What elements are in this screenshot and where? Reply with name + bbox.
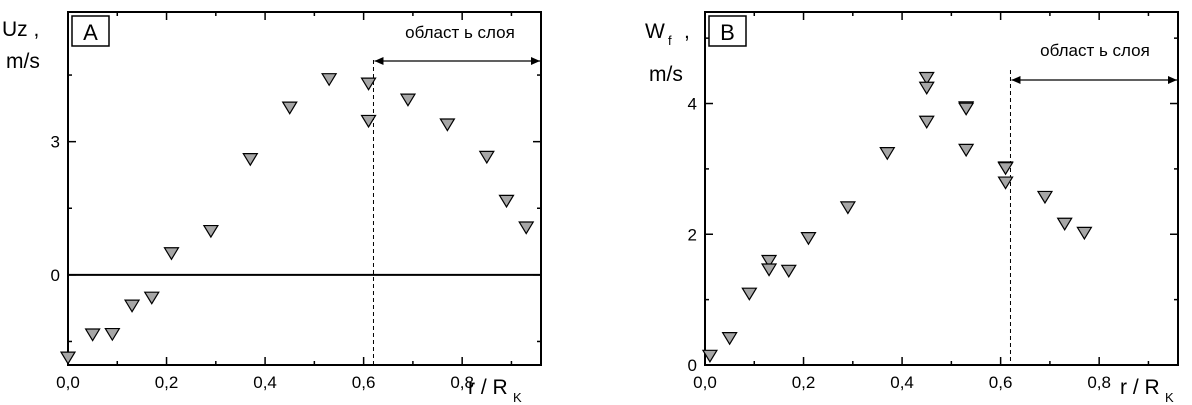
- panel-a-xlabel-sub: K: [513, 390, 522, 405]
- panel-a-data-point: [360, 114, 377, 129]
- panel-b-data-point: [918, 115, 935, 129]
- panel-b-x-tick-label: 0,0: [693, 373, 717, 392]
- panel-b-ylabel-sub: f: [668, 33, 672, 48]
- panel-b-data-point: [1076, 226, 1093, 241]
- panel-a-label: A: [83, 20, 98, 45]
- panel-b-data-point: [780, 264, 797, 279]
- panel-b-data-point: [879, 147, 896, 161]
- panel-a-data-point: [163, 247, 180, 261]
- panel-b-x-tick-label: 0,2: [792, 373, 816, 392]
- panel-b-data-point: [1056, 217, 1073, 231]
- panel-a-x-tick-label: 0,0: [56, 373, 80, 392]
- panel-b-data-point: [958, 102, 975, 116]
- panel-b-data-point: [741, 287, 758, 301]
- panel-b-data-point: [839, 201, 856, 215]
- panel-b-label-box: [708, 15, 747, 47]
- panel-a-y-tick-label: 3: [51, 133, 60, 152]
- panel-a-label-box: [71, 15, 110, 47]
- panel-b-ylabel-comma: ,: [684, 20, 690, 43]
- panel-b-x-tick-label: 0,6: [989, 373, 1013, 392]
- panel-a-layer-arrow-head-left: [374, 57, 384, 65]
- panel-a-data-point: [321, 73, 338, 87]
- panel-a-y-tick-label: 0: [51, 266, 60, 285]
- panel-b-layer-arrow-head-left: [1011, 76, 1021, 84]
- panel-b-frame: [704, 11, 1179, 366]
- panel-b-data-point: [918, 81, 935, 95]
- panel-b-data-point: [997, 162, 1014, 176]
- panel-a-ylabel: Uz ,: [2, 18, 39, 41]
- panel-a-data-point: [242, 153, 259, 167]
- panel-a-layer-arrow-head-right: [531, 57, 540, 65]
- panel-b-data-point: [1036, 190, 1054, 205]
- panel-a-x-tick-label: 0,2: [155, 373, 179, 392]
- panel-b-y-tick-label: 4: [688, 95, 697, 114]
- panel-b-data-point: [721, 332, 738, 346]
- panel-b-data-point: [997, 176, 1014, 190]
- panel-b-xlabel: r / R: [1120, 376, 1160, 399]
- panel-a-xlabel: r / R: [468, 376, 508, 399]
- panel-b-y-tick-label: 2: [688, 225, 697, 244]
- panel-a-data-point: [518, 221, 535, 235]
- panel-b-x-tick-label: 0,4: [890, 373, 914, 392]
- panel-a-data-point: [399, 93, 417, 107]
- panel-b-layer-annotation: област ь слоя: [1040, 41, 1150, 60]
- panel-a-data-point: [104, 327, 121, 342]
- panel-b-label: B: [720, 20, 735, 45]
- panel-a-data-point: [478, 150, 495, 165]
- panel-a-x-tick-label: 0,4: [253, 373, 277, 392]
- panel-b-data-point: [800, 232, 817, 246]
- panel-a-data-point: [360, 77, 377, 91]
- panel-b-y-tick-label: 0: [688, 356, 697, 375]
- panel-a-frame: [67, 11, 542, 366]
- panel-a-data-point: [439, 118, 456, 132]
- panel-a-data-point: [84, 328, 101, 342]
- panel-b-data-point: [958, 143, 975, 158]
- panel-b-layer-arrow-head-right: [1168, 76, 1177, 84]
- panel-b-xlabel-sub: K: [1165, 390, 1174, 405]
- panel-a-ylabel-unit: m/s: [6, 50, 40, 73]
- panel-a-data-point: [202, 224, 219, 239]
- panel-a-data-point: [59, 351, 77, 365]
- panel-a-data-point: [143, 291, 160, 305]
- panel-b-ylabel: W: [645, 20, 665, 43]
- panel-b-ylabel-unit: m/s: [649, 63, 683, 86]
- panel-a-data-point: [498, 194, 515, 209]
- panel-b-data-point: [760, 254, 778, 269]
- panel-b-x-tick-label: 0,8: [1087, 373, 1111, 392]
- panel-a-data-point: [281, 101, 298, 115]
- panel-b-data-point: [760, 263, 778, 277]
- panel-a-x-tick-label: 0,8: [450, 373, 474, 392]
- panel-a-data-point: [123, 299, 141, 313]
- panel-b-data-point: [918, 71, 935, 86]
- panel-a-layer-annotation: област ь слоя: [405, 23, 515, 42]
- panel-a-x-tick-label: 0,6: [352, 373, 376, 392]
- panel-b-data-point: [701, 349, 718, 364]
